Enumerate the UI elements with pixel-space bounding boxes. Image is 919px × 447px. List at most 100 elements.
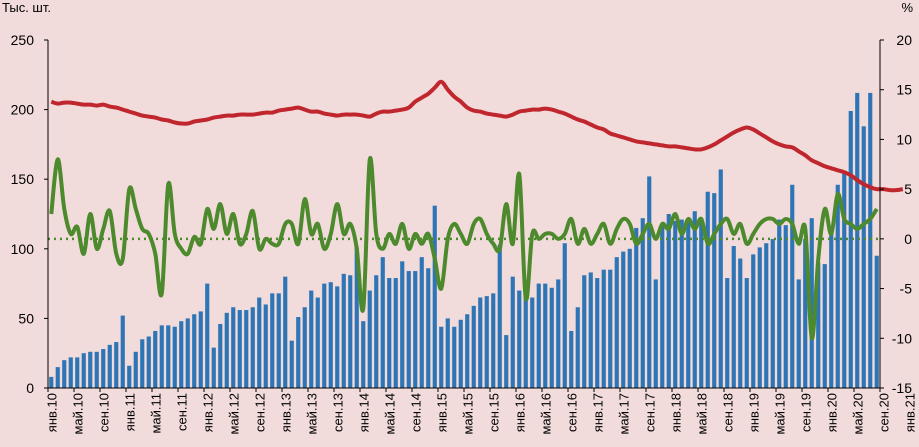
bar [718,169,723,388]
bar [419,257,424,388]
bar [562,243,567,388]
bar [842,172,847,388]
bar [159,325,164,388]
x-axis-tick-label: май.13 [304,393,319,435]
bar [81,353,86,388]
bar [569,330,574,388]
bar [380,257,385,388]
x-axis-tick-label: янв.10 [44,393,59,432]
bar [315,297,320,388]
left-axis-tick-label: 100 [11,241,35,257]
bar [289,340,294,388]
bar [120,315,125,388]
bar [250,307,255,388]
bar [556,279,561,388]
x-axis-tick-label: сен.20 [876,393,891,432]
left-axis-tick-label: 150 [11,171,35,187]
bar [634,227,639,388]
bar [354,247,359,388]
bar [523,294,528,388]
bar [231,307,236,388]
bar [848,110,853,388]
x-axis-tick-label: сен.18 [720,393,735,432]
x-axis-tick-label: янв.21 [902,393,917,432]
bar [582,275,587,388]
bar [647,176,652,388]
left-axis-tick-label: 200 [11,102,35,118]
bar [393,278,398,388]
bar [595,278,600,388]
bar [484,296,489,388]
bar [198,311,203,388]
x-axis-tick-label: янв.13 [278,393,293,432]
bar [653,279,658,388]
bar [153,330,158,388]
x-axis-tick-label: янв.18 [668,393,683,432]
bar [107,344,112,388]
x-axis-tick-label: май.15 [460,393,475,435]
bar [783,225,788,388]
bar [328,282,333,388]
bar [770,239,775,388]
right-axis-tick-label: 0 [904,231,912,247]
bar [185,318,190,388]
bar [725,278,730,388]
bar [387,278,392,388]
bar [835,184,840,388]
bar [614,257,619,388]
right-axis-tick-label: 20 [896,32,912,48]
x-axis-tick-label: янв.19 [746,393,761,432]
bar [738,258,743,388]
bar [543,283,548,388]
x-axis-tick-label: янв.20 [824,393,839,432]
bar [822,264,827,388]
bar [55,367,60,388]
right-axis-tick-label: -10 [892,330,912,346]
bar [536,283,541,388]
bar [224,312,229,388]
right-axis-unit-label: % [901,0,913,15]
bar [601,269,606,388]
bar [270,293,275,388]
bar [816,262,821,388]
bar [497,244,502,388]
bar [809,218,814,388]
bar [400,261,405,388]
left-axis-tick-label: 50 [18,310,34,326]
left-axis-unit-label: Тыс. шт. [2,0,51,15]
bar [348,275,353,388]
bar [341,273,346,388]
bar [413,271,418,388]
bar [406,271,411,388]
bar [510,276,515,388]
bar [699,218,704,388]
bar [426,268,431,388]
bar [855,92,860,389]
bar [88,351,93,388]
bar [302,307,307,388]
bar [218,323,223,388]
bar [465,314,470,388]
bar [504,335,509,388]
bar [452,326,457,388]
x-axis-tick-label: сен.12 [252,393,267,432]
right-axis-tick-label: 5 [904,181,912,197]
bar [549,287,554,388]
bar [777,219,782,388]
bar [679,219,684,388]
bar [874,255,879,388]
bar [166,325,171,388]
bar [757,247,762,388]
bar [49,376,54,388]
bar [712,193,717,388]
bar [94,351,99,388]
right-axis-tick-label: 10 [896,131,912,147]
bar [276,293,281,388]
bar [445,318,450,388]
bar [244,310,249,388]
x-axis-tick-label: май.19 [772,393,787,435]
bar [211,347,216,388]
x-axis-tick-label: сен.15 [486,393,501,432]
